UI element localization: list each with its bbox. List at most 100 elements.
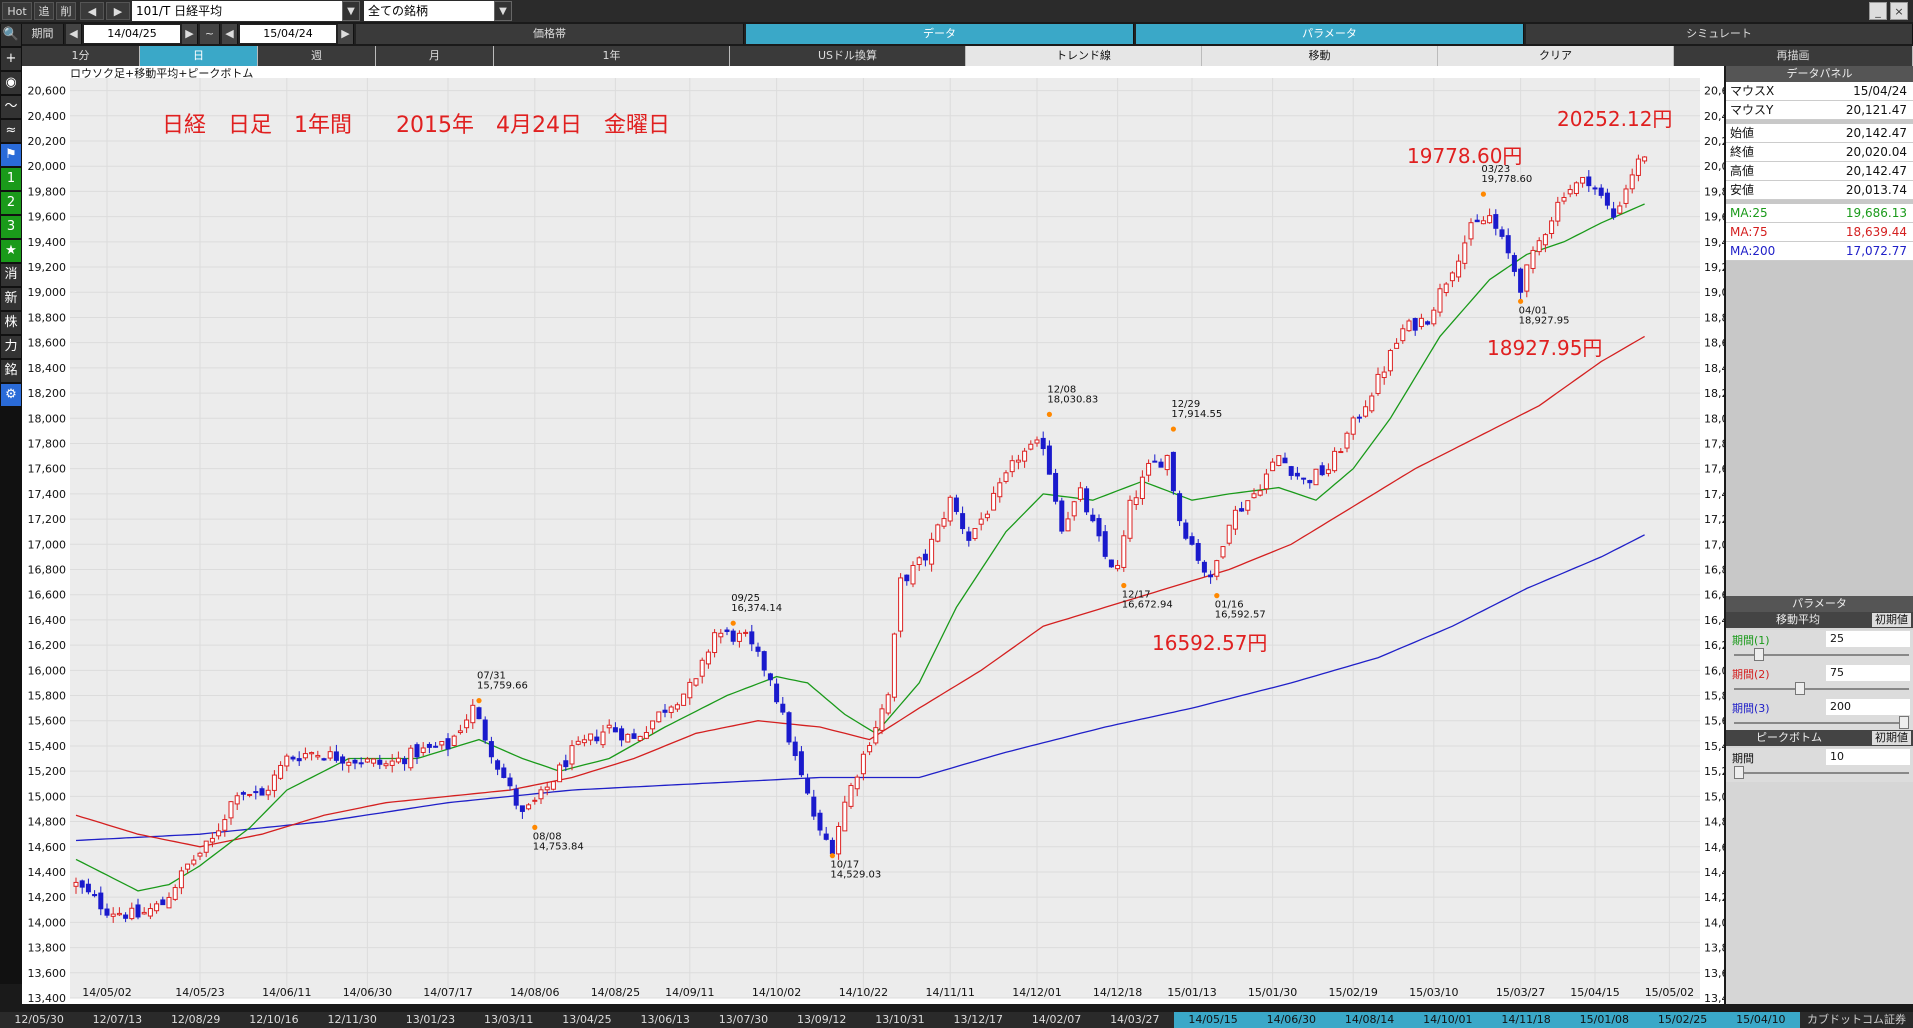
- line-chart-icon[interactable]: 〜: [1, 96, 21, 118]
- number-3-icon[interactable]: 3: [1, 216, 21, 238]
- candle-up: [364, 758, 370, 763]
- candle-up: [674, 704, 680, 710]
- y-tick-label-right: 17,600: [1704, 463, 1724, 476]
- trendline-button[interactable]: トレンド線: [966, 46, 1202, 66]
- ma-slider-track[interactable]: [1734, 654, 1909, 656]
- symbol-dropdown-icon[interactable]: ▼: [342, 1, 360, 21]
- peak-value-label: 18,030.83: [1047, 394, 1098, 405]
- power-icon[interactable]: 力: [1, 336, 21, 358]
- tab-data[interactable]: データ: [746, 24, 1134, 44]
- tab-simulate[interactable]: シミュレート: [1526, 24, 1913, 44]
- ma-slider-knob[interactable]: [1753, 648, 1764, 661]
- number-1-icon[interactable]: 1: [1, 168, 21, 190]
- prev-arrow-icon[interactable]: ◀: [80, 2, 104, 20]
- hot-button[interactable]: Hot: [2, 2, 32, 20]
- candle-up: [247, 793, 253, 796]
- candle-down: [749, 631, 755, 645]
- tab-price-band[interactable]: 価格帯: [356, 24, 744, 44]
- ma-slider-knob[interactable]: [1899, 716, 1909, 729]
- candle-up: [1232, 509, 1238, 530]
- candle-down: [1108, 559, 1114, 568]
- usd-convert-button[interactable]: USドル換算: [730, 46, 966, 66]
- candle-up: [879, 708, 885, 731]
- peak-date-label: 12/29: [1171, 399, 1200, 410]
- candle-up: [234, 795, 240, 805]
- interval-1min-button[interactable]: 1分: [22, 46, 140, 66]
- candle-up: [395, 757, 401, 763]
- end-next-icon[interactable]: ▶: [338, 24, 354, 44]
- candle-up: [216, 830, 222, 837]
- ma-section-header: 移動平均 初期値: [1726, 612, 1913, 628]
- period-prev-icon[interactable]: ◀: [66, 24, 82, 44]
- candle-up: [1009, 460, 1015, 473]
- gear-icon[interactable]: ⚙: [1, 384, 21, 406]
- candle-up: [1164, 454, 1170, 471]
- ma-param-input[interactable]: 25: [1826, 631, 1910, 647]
- candle-up: [457, 730, 463, 734]
- stock-icon[interactable]: 株: [1, 312, 21, 334]
- new-icon[interactable]: 新: [1, 288, 21, 310]
- ma-param-input[interactable]: 200: [1826, 699, 1910, 715]
- pb-slider-knob[interactable]: [1734, 766, 1744, 779]
- brand-icon[interactable]: 銘: [1, 360, 21, 382]
- candle-up: [538, 789, 544, 800]
- group-select[interactable]: 全ての銘柄: [364, 1, 494, 21]
- candle-up: [172, 887, 178, 900]
- ma-slider-track[interactable]: [1734, 688, 1909, 690]
- candle-up: [898, 577, 904, 632]
- start-next-icon[interactable]: ▶: [182, 24, 198, 44]
- erase-icon[interactable]: 消: [1, 264, 21, 286]
- data-panel-row: MA:200 17,072.77: [1726, 242, 1913, 261]
- ma-slider-knob[interactable]: [1795, 682, 1806, 695]
- minimize-icon[interactable]: _: [1869, 2, 1887, 20]
- candle-up: [1387, 350, 1393, 372]
- crosshair-icon[interactable]: +: [1, 48, 21, 70]
- candle-down: [1096, 518, 1102, 537]
- camera-icon[interactable]: ◉: [1, 72, 21, 94]
- candle-down: [1053, 472, 1059, 502]
- star-icon[interactable]: ★: [1, 240, 21, 262]
- candle-up: [1635, 158, 1641, 176]
- candle-up: [1146, 462, 1152, 476]
- close-icon[interactable]: ×: [1890, 2, 1908, 20]
- tab-parameter[interactable]: パラメータ: [1136, 24, 1524, 44]
- redraw-button[interactable]: 再描画: [1674, 46, 1913, 66]
- end-date-input[interactable]: 15/04/24: [240, 25, 336, 43]
- delete-button[interactable]: 削: [56, 2, 76, 20]
- peak-value-label: 19,778.60: [1481, 174, 1532, 185]
- symbol-input[interactable]: 101/T 日経平均: [132, 1, 342, 21]
- search-icon[interactable]: 🔍: [1, 24, 21, 46]
- number-2-icon[interactable]: 2: [1, 192, 21, 214]
- chart-area[interactable]: 13,400 13,600 13,800 14,000 14,200 14,400 14,6…: [22, 66, 1724, 1004]
- ma-reset-button[interactable]: 初期値: [1872, 613, 1911, 627]
- flag-icon[interactable]: ⚑: [1, 144, 21, 166]
- y-tick-label-right: 18,000: [1704, 412, 1724, 425]
- multi-line-icon[interactable]: ≈: [1, 120, 21, 142]
- end-prev-icon[interactable]: ◀: [222, 24, 238, 44]
- ma-slider-track[interactable]: [1734, 722, 1909, 724]
- pb-reset-button[interactable]: 初期値: [1872, 731, 1911, 745]
- add-button[interactable]: 追: [34, 2, 54, 20]
- interval-month-button[interactable]: 月: [376, 46, 494, 66]
- clear-button[interactable]: クリア: [1438, 46, 1674, 66]
- candle-up: [1115, 564, 1121, 570]
- candle-down: [1319, 465, 1325, 476]
- interval-week-button[interactable]: 週: [258, 46, 376, 66]
- group-dropdown-icon[interactable]: ▼: [494, 1, 512, 21]
- bottom-date-bar[interactable]: 12/05/30 12/07/13 12/08/29 12/10/16 12/11/30…: [0, 1012, 1913, 1028]
- data-panel-key: 安値: [1730, 183, 1755, 197]
- start-date-input[interactable]: 14/04/25: [84, 25, 180, 43]
- candle-up: [265, 789, 271, 796]
- candle-down: [1611, 208, 1617, 218]
- move-button[interactable]: 移動: [1202, 46, 1438, 66]
- range-1year-button[interactable]: 1年: [494, 46, 730, 66]
- x-tick-label: 14/10/22: [839, 986, 888, 999]
- candle-down: [290, 756, 296, 760]
- candle-up: [209, 837, 215, 843]
- interval-day-button[interactable]: 日: [140, 46, 258, 66]
- pb-period-input[interactable]: 10: [1826, 749, 1910, 765]
- pb-slider-track[interactable]: [1734, 772, 1909, 774]
- next-arrow-icon[interactable]: ▶: [106, 2, 130, 20]
- ma-param-input[interactable]: 75: [1826, 665, 1910, 681]
- candle-down: [1604, 192, 1610, 206]
